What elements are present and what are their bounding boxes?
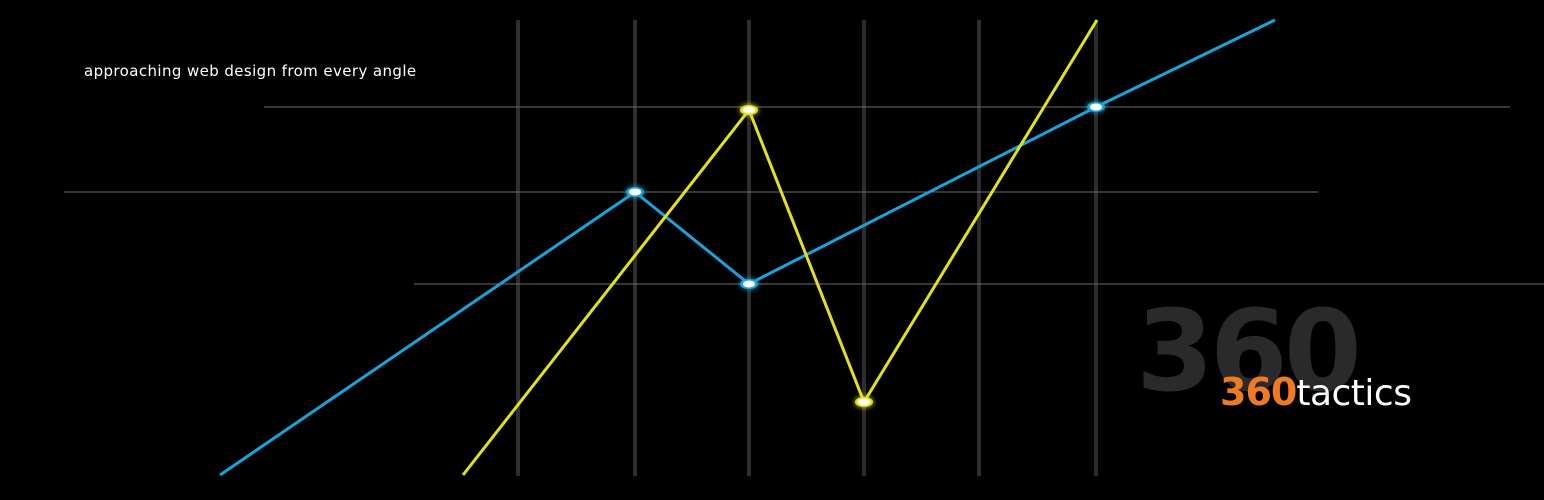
blue-node-2: [1087, 102, 1105, 112]
logo-wordmark: 360tactics: [1220, 370, 1412, 420]
tagline: approaching web design from every angle: [84, 62, 417, 80]
logo-watermark: 360: [1136, 287, 1362, 417]
yellow-node-0: [740, 105, 758, 115]
yellow-zigzag-line: [461, 19, 1099, 476]
logo-word: tactics: [1296, 373, 1412, 414]
blue-node-0: [626, 187, 644, 197]
logo[interactable]: 360 360tactics: [1130, 296, 1470, 430]
yellow-node-1: [855, 397, 873, 407]
blue-node-1: [740, 279, 758, 289]
logo-number: 360: [1220, 370, 1297, 414]
